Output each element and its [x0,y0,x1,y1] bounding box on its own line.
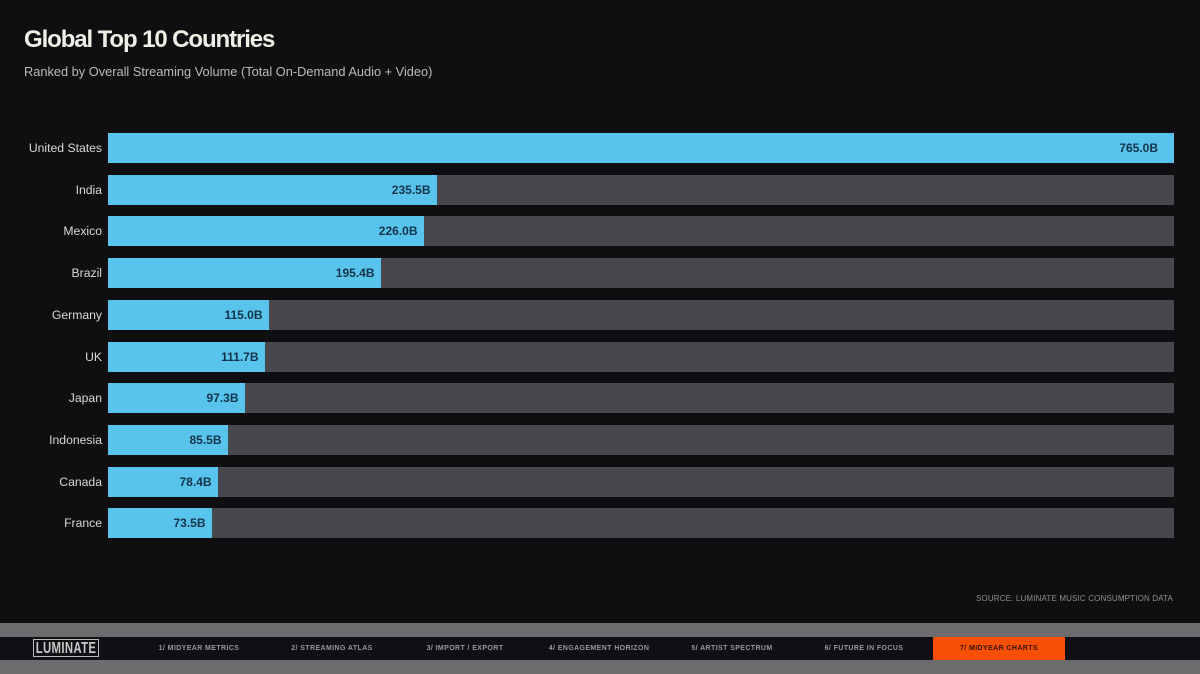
svg-text:LUMINATE: LUMINATE [36,640,97,656]
